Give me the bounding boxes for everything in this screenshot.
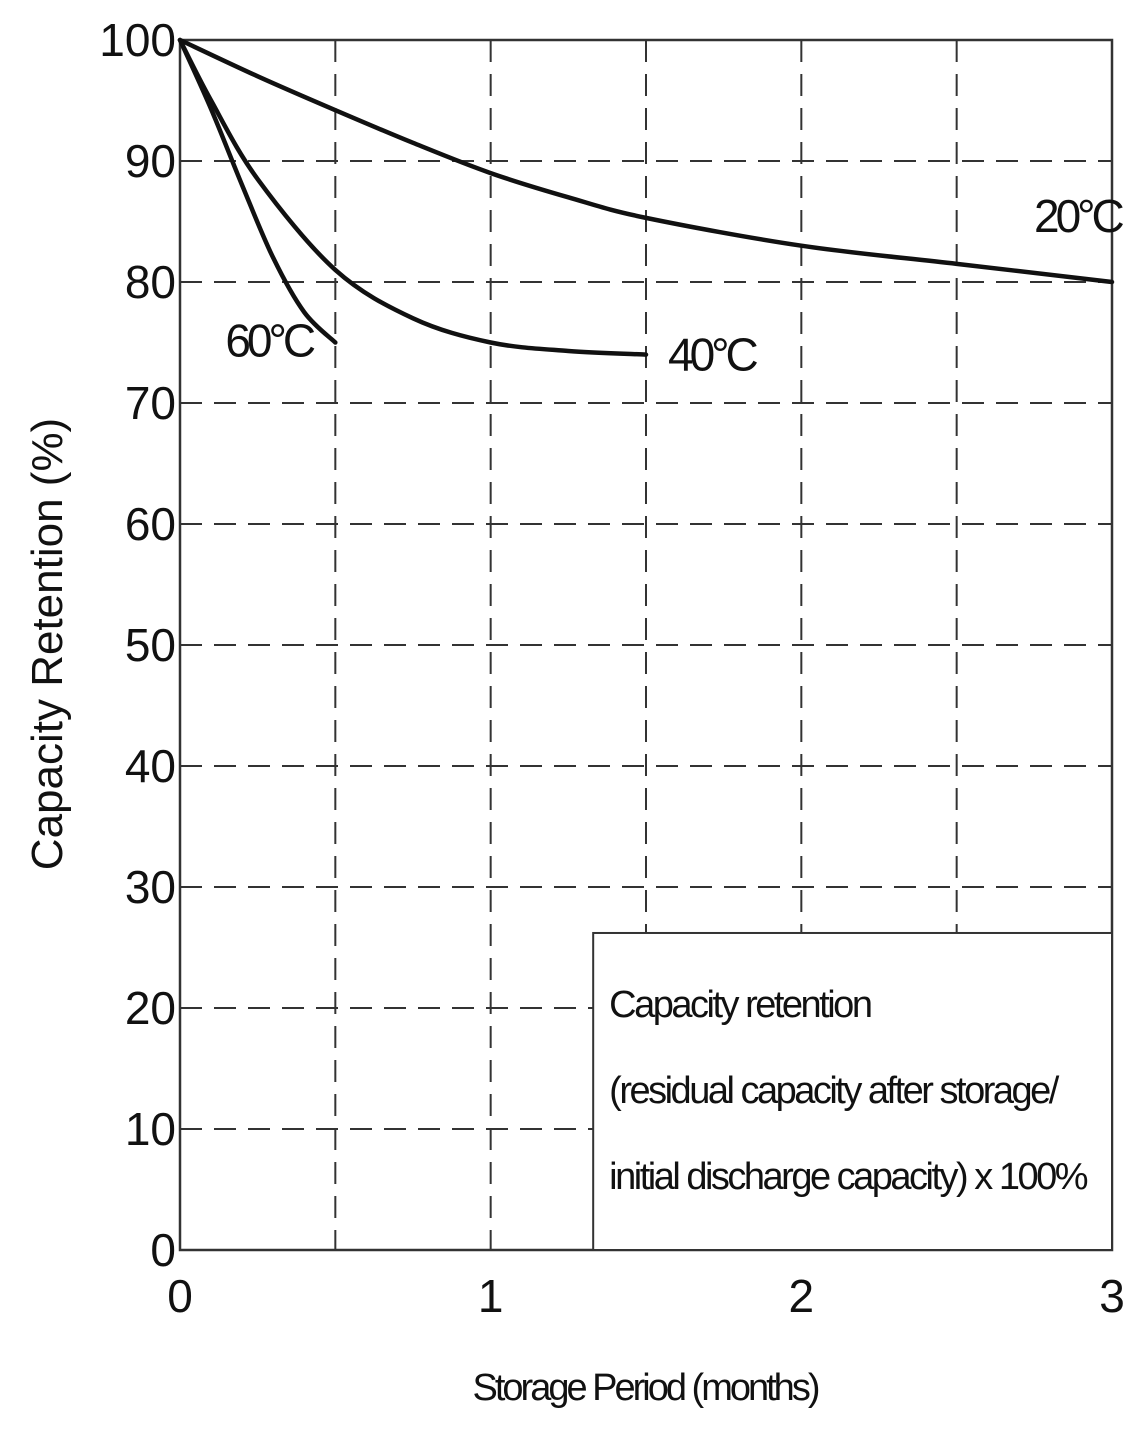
y-tick-label: 100 <box>99 14 176 66</box>
x-tick-label: 3 <box>1099 1270 1125 1322</box>
note-line: (residual capacity after storage/ <box>609 1070 1060 1112</box>
y-axis-title: Capacity Retention (%) <box>23 418 72 870</box>
x-tick-label: 2 <box>789 1270 815 1322</box>
x-tick-label: 0 <box>167 1270 193 1322</box>
note-line: initial discharge capacity) x 100% <box>609 1156 1088 1198</box>
series-line <box>177 37 649 357</box>
y-tick-label: 10 <box>125 1103 176 1155</box>
note-line: Capacity retention <box>609 984 871 1026</box>
y-tick-label: 20 <box>125 982 176 1034</box>
y-tick-label: 0 <box>150 1224 176 1276</box>
y-tick-label: 80 <box>125 256 176 308</box>
series-line <box>177 37 1115 285</box>
x-axis-title: Storage Period (months) <box>473 1367 819 1409</box>
series-layer: 20°C 40°C 60°C <box>177 37 1128 381</box>
series-label: 20°C <box>1034 190 1124 242</box>
series-label: 60°C <box>225 315 315 367</box>
y-tick-label: 90 <box>125 135 176 187</box>
series-label: 40°C <box>668 329 758 381</box>
y-tick-label: 60 <box>125 498 176 550</box>
grid-layer <box>180 40 1112 1250</box>
y-tick-label: 40 <box>125 740 176 792</box>
tick-labels: 0 10 20 30 40 50 60 70 80 90 100 0 1 2 3 <box>99 14 1125 1322</box>
y-tick-label: 30 <box>125 861 176 913</box>
x-tick-label: 1 <box>478 1270 504 1322</box>
y-tick-label: 50 <box>125 619 176 671</box>
y-tick-label: 70 <box>125 377 176 429</box>
series-line <box>177 37 338 345</box>
note-box-frame <box>592 931 1113 1251</box>
note-box: Capacity retention (residual capacity aft… <box>592 931 1113 1251</box>
